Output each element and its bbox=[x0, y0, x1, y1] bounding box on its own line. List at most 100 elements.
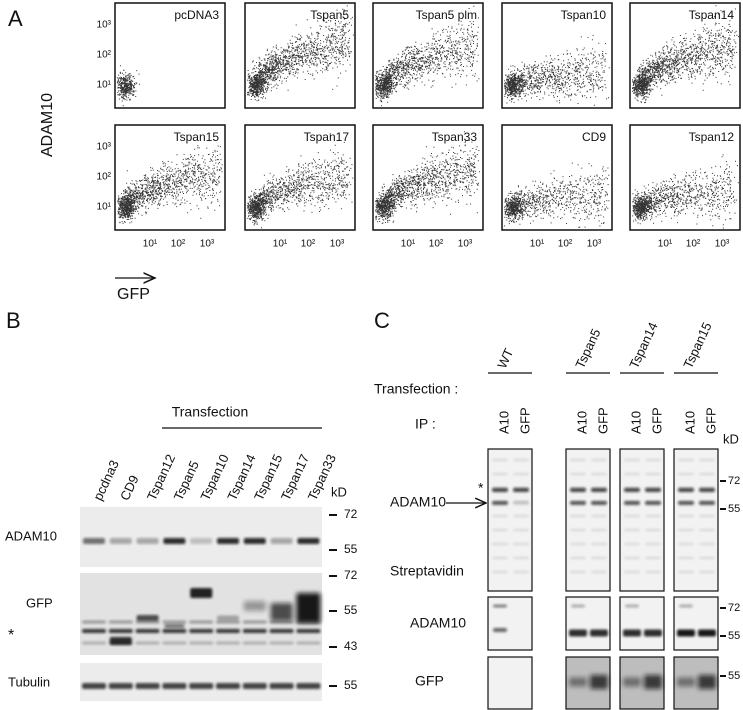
band bbox=[492, 473, 508, 475]
band bbox=[678, 529, 694, 531]
x-tick-label: 10¹ bbox=[658, 239, 673, 250]
band bbox=[679, 604, 693, 608]
marker-label: 55 bbox=[728, 630, 740, 642]
x-tick-label: 10³ bbox=[715, 239, 730, 250]
band bbox=[570, 571, 586, 573]
band bbox=[82, 620, 106, 624]
band bbox=[216, 620, 240, 624]
band bbox=[591, 501, 607, 505]
band bbox=[645, 571, 661, 573]
band bbox=[570, 501, 586, 505]
band bbox=[570, 488, 586, 492]
band bbox=[243, 601, 266, 611]
band bbox=[699, 571, 715, 573]
band bbox=[135, 641, 160, 645]
marker-label: 72 bbox=[344, 568, 358, 582]
band bbox=[678, 488, 694, 492]
blot-label: Tubulin bbox=[8, 674, 50, 689]
band bbox=[644, 629, 662, 637]
plot-frame bbox=[372, 2, 484, 109]
y-tick-label: 10¹ bbox=[97, 80, 112, 91]
plot-title: Tspan17 bbox=[304, 130, 350, 144]
band bbox=[493, 604, 507, 608]
row-label: Transfection : bbox=[374, 381, 458, 397]
band bbox=[513, 488, 529, 492]
scatter-dots bbox=[632, 5, 739, 104]
band bbox=[513, 571, 529, 573]
marker-label: 72 bbox=[728, 475, 740, 487]
scatter-dots bbox=[117, 145, 223, 224]
band bbox=[242, 629, 267, 633]
lane-label: GFP bbox=[595, 407, 610, 434]
band bbox=[570, 529, 586, 531]
scatter-dots bbox=[375, 5, 480, 107]
band bbox=[570, 543, 586, 545]
x-tick-label: 10² bbox=[686, 239, 701, 250]
band bbox=[296, 683, 321, 689]
band bbox=[699, 488, 715, 492]
band bbox=[625, 604, 639, 608]
marker-label: 55 bbox=[344, 678, 358, 692]
band bbox=[699, 473, 715, 475]
x-tick-label: 10² bbox=[558, 239, 573, 250]
band bbox=[513, 529, 529, 531]
band bbox=[624, 571, 640, 573]
band bbox=[216, 683, 240, 689]
blot-note: * bbox=[478, 480, 484, 496]
band bbox=[492, 571, 508, 573]
band bbox=[492, 488, 508, 492]
blot bbox=[80, 507, 322, 567]
plot-title: Tspan12 bbox=[689, 130, 735, 144]
band bbox=[699, 543, 715, 545]
band bbox=[162, 683, 187, 689]
group-label: Tspan5 bbox=[572, 326, 603, 370]
x-tick-label: 10³ bbox=[330, 239, 345, 250]
band bbox=[645, 501, 661, 505]
marker-label: 55 bbox=[728, 503, 740, 515]
band bbox=[623, 629, 641, 637]
band bbox=[569, 629, 587, 637]
band bbox=[136, 538, 159, 544]
band bbox=[591, 557, 607, 559]
panel-letter: C bbox=[374, 308, 390, 333]
band bbox=[492, 557, 508, 559]
blot bbox=[487, 656, 533, 710]
band bbox=[269, 620, 294, 624]
band bbox=[492, 501, 508, 505]
marker-label: 55 bbox=[344, 542, 358, 556]
band bbox=[492, 515, 508, 517]
band bbox=[189, 683, 214, 689]
blot-label: ADAM10 bbox=[5, 528, 57, 543]
band bbox=[591, 571, 607, 573]
band bbox=[624, 515, 640, 517]
blot-label: ADAM10 bbox=[390, 494, 446, 510]
band bbox=[493, 628, 507, 632]
unit-label: kD bbox=[331, 484, 347, 499]
band bbox=[698, 629, 716, 637]
blot-label: GFP bbox=[26, 595, 53, 610]
band bbox=[190, 538, 213, 544]
band bbox=[624, 473, 640, 475]
scatter-dots bbox=[632, 154, 739, 229]
band bbox=[109, 637, 132, 645]
band bbox=[189, 629, 214, 633]
band bbox=[82, 683, 106, 689]
lane-label: A10 bbox=[628, 411, 643, 434]
band bbox=[645, 529, 661, 531]
band bbox=[678, 515, 694, 517]
marker-label: 55 bbox=[728, 670, 740, 682]
band bbox=[678, 571, 694, 573]
group-label: WT bbox=[494, 346, 516, 371]
band bbox=[296, 629, 321, 633]
band bbox=[570, 557, 586, 559]
band bbox=[296, 641, 321, 645]
band bbox=[513, 501, 529, 505]
x-tick-label: 10³ bbox=[200, 239, 215, 250]
band bbox=[162, 629, 187, 633]
band bbox=[269, 641, 294, 645]
band bbox=[699, 459, 715, 461]
blot-label: Streptavidin bbox=[390, 563, 464, 579]
band bbox=[164, 624, 185, 628]
group-header: Transfection bbox=[172, 404, 249, 420]
band bbox=[644, 675, 662, 689]
